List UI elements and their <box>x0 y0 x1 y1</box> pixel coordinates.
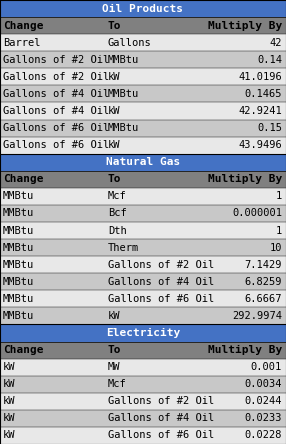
Text: 0.14: 0.14 <box>257 55 282 65</box>
Text: Gallons of #2 Oil: Gallons of #2 Oil <box>3 72 109 82</box>
Text: To: To <box>108 345 122 355</box>
Text: 0.0228: 0.0228 <box>245 431 282 440</box>
Text: MMBtu: MMBtu <box>3 242 34 253</box>
Text: Mcf: Mcf <box>108 379 127 389</box>
Text: kW: kW <box>3 362 15 372</box>
Text: MMBtu: MMBtu <box>3 226 34 235</box>
Text: Oil Products: Oil Products <box>102 4 184 13</box>
Bar <box>0 51 286 68</box>
Text: 0.0244: 0.0244 <box>245 396 282 406</box>
Text: Electricity: Electricity <box>106 328 180 338</box>
Bar <box>0 427 286 444</box>
Text: 43.9496: 43.9496 <box>238 140 282 150</box>
Bar <box>0 410 286 427</box>
Text: kW: kW <box>3 413 15 424</box>
Text: Gallons of #4 Oil: Gallons of #4 Oil <box>108 413 214 424</box>
Bar <box>0 341 286 359</box>
Text: Multiply By: Multiply By <box>208 345 282 355</box>
Text: MW: MW <box>108 362 120 372</box>
Bar <box>0 273 286 290</box>
Text: 0.1465: 0.1465 <box>245 89 282 99</box>
Text: Change: Change <box>3 20 43 31</box>
Text: MMBtu: MMBtu <box>108 89 139 99</box>
Bar <box>0 222 286 239</box>
Text: 0.000001: 0.000001 <box>232 209 282 218</box>
Text: MMBtu: MMBtu <box>3 209 34 218</box>
Text: 42: 42 <box>269 38 282 48</box>
Text: Multiply By: Multiply By <box>208 20 282 31</box>
Text: kW: kW <box>108 311 120 321</box>
Text: Gallons of #6 Oil: Gallons of #6 Oil <box>3 140 109 150</box>
Text: 292.9974: 292.9974 <box>232 311 282 321</box>
Bar <box>0 171 286 188</box>
Text: Multiply By: Multiply By <box>208 174 282 184</box>
Text: Barrel: Barrel <box>3 38 41 48</box>
Text: Mcf: Mcf <box>108 191 127 202</box>
Text: 0.001: 0.001 <box>251 362 282 372</box>
Text: MMBtu: MMBtu <box>3 260 34 270</box>
Text: 0.0233: 0.0233 <box>245 413 282 424</box>
Bar <box>0 68 286 85</box>
Bar <box>0 34 286 51</box>
Bar <box>0 188 286 205</box>
Text: MMBtu: MMBtu <box>108 123 139 133</box>
Bar <box>0 256 286 273</box>
Text: 1: 1 <box>276 191 282 202</box>
Text: Bcf: Bcf <box>108 209 127 218</box>
Text: MMBtu: MMBtu <box>108 55 139 65</box>
Text: kW: kW <box>3 379 15 389</box>
Text: Gallons of #4 Oil: Gallons of #4 Oil <box>3 106 109 116</box>
Text: MMBtu: MMBtu <box>3 191 34 202</box>
Bar <box>0 154 286 171</box>
Bar <box>0 239 286 256</box>
Text: Natural Gas: Natural Gas <box>106 157 180 167</box>
Bar <box>0 85 286 103</box>
Text: MMBtu: MMBtu <box>3 311 34 321</box>
Text: kW: kW <box>108 140 120 150</box>
Text: 41.0196: 41.0196 <box>238 72 282 82</box>
Bar <box>0 376 286 393</box>
Text: To: To <box>108 174 122 184</box>
Text: 10: 10 <box>269 242 282 253</box>
Text: MMBtu: MMBtu <box>3 277 34 287</box>
Bar <box>0 205 286 222</box>
Bar <box>0 307 286 325</box>
Bar <box>0 325 286 341</box>
Text: MMBtu: MMBtu <box>3 294 34 304</box>
Text: Gallons of #4 Oil: Gallons of #4 Oil <box>108 277 214 287</box>
Bar <box>0 359 286 376</box>
Text: 6.6667: 6.6667 <box>245 294 282 304</box>
Bar <box>0 103 286 119</box>
Text: kW: kW <box>108 106 120 116</box>
Text: Change: Change <box>3 345 43 355</box>
Text: Gallons of #6 Oil: Gallons of #6 Oil <box>3 123 109 133</box>
Text: 0.15: 0.15 <box>257 123 282 133</box>
Text: Change: Change <box>3 174 43 184</box>
Text: kW: kW <box>3 396 15 406</box>
Bar <box>0 393 286 410</box>
Text: To: To <box>108 20 122 31</box>
Bar <box>0 119 286 137</box>
Text: Dth: Dth <box>108 226 127 235</box>
Text: Gallons: Gallons <box>108 38 152 48</box>
Text: 6.8259: 6.8259 <box>245 277 282 287</box>
Bar <box>0 290 286 307</box>
Text: kW: kW <box>3 431 15 440</box>
Bar <box>0 0 286 17</box>
Text: Gallons of #6 Oil: Gallons of #6 Oil <box>108 294 214 304</box>
Text: kW: kW <box>108 72 120 82</box>
Text: Therm: Therm <box>108 242 139 253</box>
Text: 1: 1 <box>276 226 282 235</box>
Text: Gallons of #2 Oil: Gallons of #2 Oil <box>3 55 109 65</box>
Text: Gallons of #6 Oil: Gallons of #6 Oil <box>108 431 214 440</box>
Text: Gallons of #4 Oil: Gallons of #4 Oil <box>3 89 109 99</box>
Bar <box>0 17 286 34</box>
Text: Gallons of #2 Oil: Gallons of #2 Oil <box>108 396 214 406</box>
Text: 7.1429: 7.1429 <box>245 260 282 270</box>
Text: 42.9241: 42.9241 <box>238 106 282 116</box>
Text: Gallons of #2 Oil: Gallons of #2 Oil <box>108 260 214 270</box>
Text: 0.0034: 0.0034 <box>245 379 282 389</box>
Bar <box>0 137 286 154</box>
